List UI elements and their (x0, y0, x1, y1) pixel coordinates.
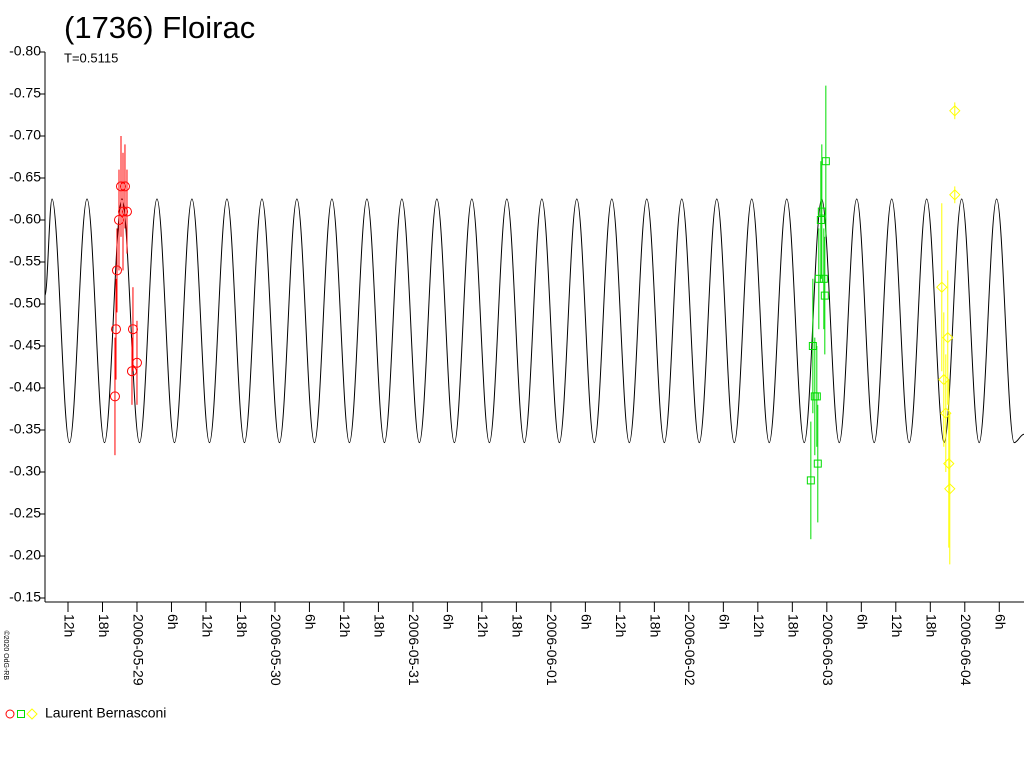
credit: ©2020 OdG-RB (2, 630, 10, 680)
x-tick-label: 2006-06-02 (682, 614, 698, 686)
point (813, 459, 822, 468)
point (949, 105, 961, 117)
point (814, 274, 823, 283)
y-tick-label: -0.35 (9, 421, 41, 437)
x-tick-label: 6h (579, 614, 595, 630)
y-tick-label: -0.55 (9, 253, 41, 269)
x-tick-label: 12h (475, 614, 491, 637)
x-tick-label: 18h (510, 614, 526, 637)
x-tick-label: 18h (924, 614, 940, 637)
point (118, 206, 129, 217)
x-tick-label: 6h (441, 614, 457, 630)
y-tick-label: -0.60 (9, 211, 41, 227)
point (119, 181, 130, 192)
x-tick-label: 18h (234, 614, 250, 637)
point (110, 324, 121, 335)
chart-subtitle: T=0.5115 (64, 50, 118, 65)
point (121, 206, 132, 217)
point (949, 189, 961, 201)
point (109, 391, 120, 402)
point (806, 476, 815, 485)
fit-curve (44, 198, 1024, 444)
point (127, 324, 138, 335)
x-tick-label: 18h (786, 614, 802, 637)
x-tick-label: 12h (889, 614, 905, 637)
point (819, 274, 828, 283)
x-tick-label: 12h (199, 614, 215, 637)
x-tick-label: 12h (61, 614, 77, 637)
x-tick-label: 18h (96, 614, 112, 637)
x-tick-label: 6h (303, 614, 319, 630)
y-tick-label: -0.80 (9, 43, 41, 59)
x-tick-label: 12h (613, 614, 629, 637)
point (936, 281, 948, 293)
x-tick-label: 18h (372, 614, 388, 637)
legend-marker (5, 709, 15, 719)
y-tick-label: -0.20 (9, 547, 41, 563)
point (808, 342, 817, 350)
x-tick-label: 2006-05-29 (130, 614, 146, 686)
y-tick-label: -0.40 (9, 379, 41, 395)
x-tick-label: 12h (751, 614, 767, 637)
x-tick-label: 6h (717, 614, 733, 630)
y-tick-label: -0.15 (9, 589, 41, 605)
y-tick-label: -0.70 (9, 127, 41, 143)
y-tick-label: -0.45 (9, 337, 41, 353)
point (821, 157, 830, 166)
x-tick-label: 2006-06-01 (544, 614, 560, 686)
legend-marker (26, 708, 38, 720)
y-tick-label: -0.75 (9, 85, 41, 101)
x-tick-label: 2006-05-30 (268, 614, 284, 686)
x-tick-label: 2006-06-04 (958, 614, 974, 686)
point (817, 207, 826, 216)
point (113, 215, 124, 225)
x-tick-label: 2006-05-31 (406, 614, 422, 686)
point (812, 392, 821, 401)
point (816, 216, 825, 224)
point (111, 265, 122, 276)
x-tick-label: 6h (165, 614, 181, 630)
legend-marker (17, 710, 25, 718)
x-tick-label: 18h (648, 614, 664, 637)
point (820, 291, 829, 300)
x-tick-label: 6h (855, 614, 871, 630)
y-tick-label: -0.65 (9, 169, 41, 185)
y-tick-label: -0.30 (9, 463, 41, 479)
point (126, 366, 137, 377)
point (940, 407, 952, 419)
chart-title: (1736) Floirac (64, 10, 255, 45)
point (942, 331, 954, 344)
point (131, 357, 142, 368)
y-tick-label: -0.50 (9, 295, 41, 311)
point (115, 181, 126, 192)
legend-label: Laurent Bernasconi (45, 705, 166, 721)
x-tick-label: 6h (993, 614, 1009, 630)
point (938, 373, 950, 386)
x-tick-label: 2006-06-03 (820, 614, 836, 686)
x-tick-label: 12h (337, 614, 353, 637)
y-tick-label: -0.25 (9, 505, 41, 521)
point (944, 483, 956, 495)
point (943, 457, 955, 470)
